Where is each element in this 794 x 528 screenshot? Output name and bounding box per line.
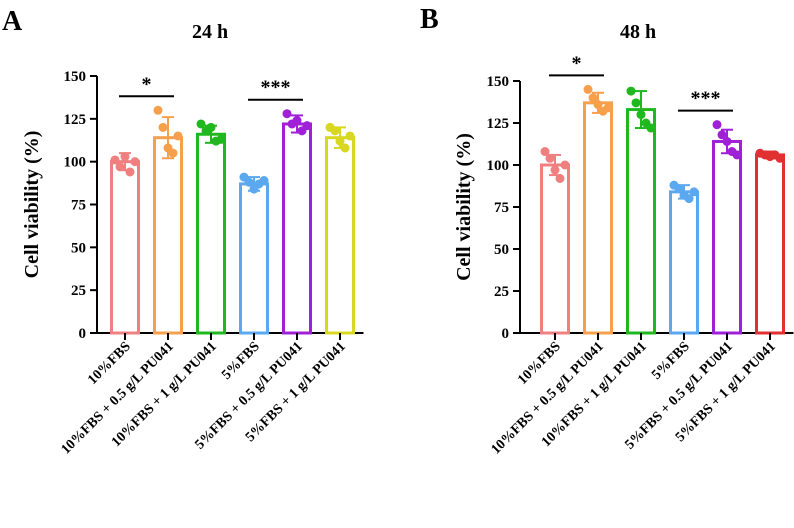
data-point bbox=[335, 136, 345, 146]
data-point bbox=[540, 147, 550, 157]
bar-5 bbox=[712, 139, 742, 335]
data-point bbox=[158, 122, 168, 132]
bar-4 bbox=[239, 182, 269, 335]
data-point bbox=[689, 187, 699, 197]
y-tick-label: 100 bbox=[487, 158, 510, 174]
significance-label: * bbox=[572, 52, 582, 74]
data-point bbox=[340, 143, 350, 153]
data-point bbox=[168, 148, 178, 158]
data-point bbox=[292, 116, 302, 126]
bar-6 bbox=[755, 153, 785, 335]
data-point bbox=[216, 134, 226, 144]
data-point bbox=[732, 150, 742, 160]
data-point bbox=[130, 157, 140, 167]
data-point bbox=[560, 160, 570, 170]
data-point bbox=[636, 110, 646, 120]
data-point bbox=[125, 167, 135, 177]
data-point bbox=[259, 176, 269, 186]
data-point bbox=[545, 153, 555, 163]
bar-3 bbox=[196, 132, 226, 335]
data-point bbox=[330, 126, 340, 136]
data-point bbox=[302, 121, 312, 131]
y-tick-label: 75 bbox=[494, 200, 509, 216]
significance-label: * bbox=[142, 73, 152, 95]
data-point bbox=[345, 131, 355, 141]
data-point bbox=[588, 93, 598, 103]
bar-1 bbox=[110, 160, 140, 335]
y-tick-label: 0 bbox=[79, 326, 87, 342]
x-tick-label: 5%FBS bbox=[219, 339, 263, 383]
data-point bbox=[646, 123, 656, 133]
chart-title: 24 h bbox=[192, 21, 228, 43]
y-tick-label: 100 bbox=[64, 155, 87, 171]
bar-2 bbox=[583, 101, 613, 335]
significance-label: *** bbox=[261, 77, 291, 99]
data-point bbox=[583, 84, 593, 94]
data-point bbox=[244, 177, 254, 187]
data-point bbox=[282, 109, 292, 119]
data-point bbox=[712, 120, 722, 130]
y-tick-label: 50 bbox=[71, 240, 86, 256]
data-point bbox=[153, 105, 163, 115]
y-axis-label: Cell viability (%) bbox=[21, 131, 43, 279]
significance-label: *** bbox=[691, 88, 721, 110]
chart-title: 48 h bbox=[620, 21, 656, 43]
y-tick-label: 150 bbox=[64, 69, 87, 85]
y-tick-label: 125 bbox=[64, 112, 87, 128]
data-point bbox=[674, 184, 684, 194]
bar-3 bbox=[626, 108, 656, 335]
data-point bbox=[555, 173, 565, 183]
data-point bbox=[593, 100, 603, 110]
y-tick-label: 25 bbox=[71, 283, 86, 299]
data-point bbox=[173, 131, 183, 141]
y-tick-label: 150 bbox=[487, 74, 510, 90]
panel-letter: A bbox=[2, 6, 23, 37]
data-point bbox=[110, 155, 120, 165]
y-tick-label: 125 bbox=[487, 116, 510, 132]
data-point bbox=[722, 136, 732, 146]
data-point bbox=[717, 130, 727, 140]
y-tick-label: 50 bbox=[494, 242, 509, 258]
bar-1 bbox=[540, 163, 570, 335]
x-tick-label: 5%FBS bbox=[649, 339, 693, 383]
y-tick-label: 0 bbox=[502, 326, 510, 342]
bar-4 bbox=[669, 190, 699, 335]
bar-6 bbox=[325, 136, 355, 335]
data-point bbox=[550, 165, 560, 175]
y-tick-label: 75 bbox=[71, 198, 86, 214]
data-point bbox=[684, 194, 694, 204]
data-point bbox=[631, 98, 641, 108]
panel-letter: B bbox=[420, 4, 439, 35]
data-point bbox=[115, 162, 125, 172]
data-point bbox=[120, 152, 130, 162]
y-tick-label: 25 bbox=[494, 284, 509, 300]
data-point bbox=[196, 119, 206, 129]
data-point bbox=[603, 103, 613, 113]
bar-2 bbox=[153, 136, 183, 335]
bar-5 bbox=[282, 122, 312, 335]
data-point bbox=[775, 153, 785, 163]
data-point bbox=[626, 86, 636, 96]
data-point bbox=[206, 122, 216, 132]
y-axis-label: Cell viability (%) bbox=[453, 133, 475, 281]
